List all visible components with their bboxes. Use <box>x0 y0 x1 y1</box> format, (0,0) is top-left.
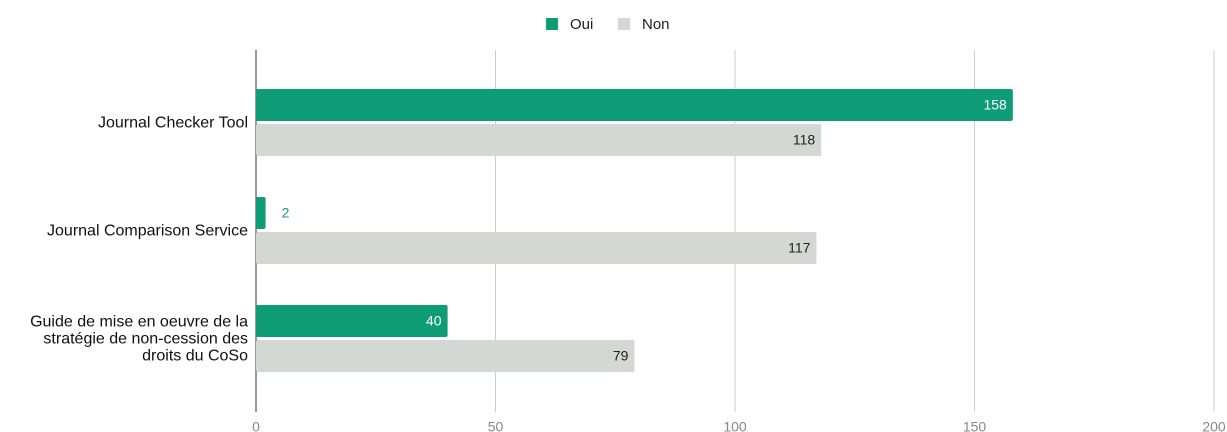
y-tick-label: Journal Comparison Service <box>47 222 248 239</box>
x-tick-label: 100 <box>723 419 747 432</box>
bar <box>256 232 817 264</box>
bar <box>256 124 822 156</box>
bar <box>256 197 266 229</box>
bar <box>256 340 635 372</box>
data-label: 158 <box>983 97 1007 113</box>
x-tick-label: 50 <box>488 419 504 432</box>
legend-label: Non <box>642 16 670 33</box>
bar <box>256 89 1013 121</box>
x-tick-label: 200 <box>1202 419 1226 432</box>
y-tick-label: Guide de mise en oeuvre de la stratégie … <box>30 313 248 364</box>
data-label: 40 <box>426 313 442 329</box>
legend-label: Oui <box>570 16 593 33</box>
data-label: 118 <box>793 132 816 148</box>
data-label: 117 <box>788 240 811 256</box>
data-label: 2 <box>282 205 290 221</box>
bar <box>256 305 448 337</box>
legend-swatch <box>618 18 630 30</box>
x-tick-label: 0 <box>252 419 260 432</box>
legend-swatch <box>546 18 558 30</box>
data-label: 79 <box>613 348 629 364</box>
y-tick-label: Journal Checker Tool <box>97 114 248 131</box>
x-tick-label: 150 <box>963 419 987 432</box>
